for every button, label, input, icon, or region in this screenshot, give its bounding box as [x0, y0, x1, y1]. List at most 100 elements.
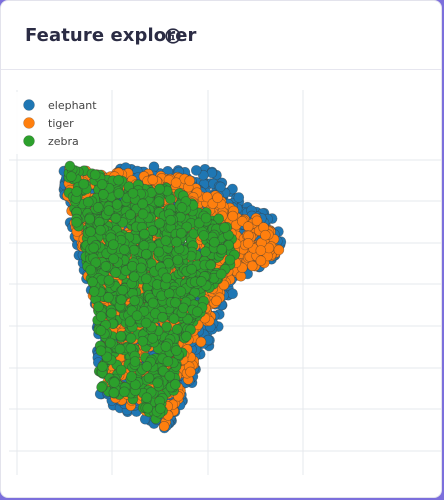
legend-label-zebra: zebra: [48, 135, 79, 148]
scatter-point-zebra: [111, 199, 123, 210]
scatter-point-tiger: [184, 175, 195, 187]
scatter-point-zebra: [109, 377, 120, 388]
scatter-point-zebra: [200, 212, 212, 224]
scatter-point-zebra: [219, 222, 230, 233]
scatter-point-zebra: [153, 246, 165, 258]
scatter-chart[interactable]: elephant tiger zebra: [1, 70, 442, 498]
scatter-point-zebra: [154, 218, 165, 229]
scatter-point-zebra: [157, 312, 168, 323]
scatter-point-zebra: [119, 386, 130, 398]
scatter-point-zebra: [93, 301, 104, 313]
scatter-point-zebra: [95, 325, 107, 336]
scatter-point-zebra: [137, 198, 148, 210]
scatter-point-zebra: [71, 186, 82, 197]
scatter-point-elephant: [227, 288, 238, 299]
scatter-point-zebra: [216, 244, 228, 255]
legend-label-elephant: elephant: [48, 99, 97, 112]
scatter-point-zebra: [141, 392, 153, 404]
scatter-point-zebra: [147, 297, 159, 309]
scatter-point-tiger: [255, 255, 267, 266]
scatter-point-zebra: [110, 212, 122, 224]
scatter-point-tiger: [260, 229, 271, 241]
scatter-point-zebra: [172, 254, 183, 266]
scatter-point-zebra: [160, 235, 172, 246]
scatter-point-tiger: [170, 177, 182, 188]
scatter-point-zebra: [95, 345, 107, 357]
scatter-point-zebra: [135, 262, 147, 274]
scatter-point-tiger: [242, 238, 254, 249]
scatter-point-zebra: [96, 381, 107, 393]
scatter-point-zebra: [116, 294, 127, 305]
scatter-point-tiger: [211, 295, 222, 307]
scatter-point-zebra: [103, 275, 115, 286]
scatter-point-tiger: [147, 174, 159, 186]
scatter-point-zebra: [129, 356, 141, 367]
scatter-point-zebra: [105, 337, 116, 349]
scatter-point-tiger: [247, 260, 258, 272]
legend: elephant tiger zebra: [13, 92, 105, 154]
scatter-point-zebra: [142, 402, 153, 414]
scatter-point-zebra: [161, 272, 172, 284]
scatter-point-zebra: [171, 345, 182, 356]
scatter-point-zebra: [175, 227, 187, 239]
scatter-point-tiger: [185, 366, 196, 378]
scatter-point-zebra: [100, 261, 112, 272]
scatter-point-zebra: [88, 286, 100, 297]
data-points: [58, 160, 287, 434]
scatter-point-zebra: [155, 403, 166, 414]
scatter-point-zebra: [84, 213, 95, 225]
legend-marker-elephant: [23, 99, 35, 111]
scatter-point-zebra: [108, 253, 119, 265]
scatter-point-zebra: [129, 295, 140, 306]
scatter-point-zebra: [160, 341, 172, 352]
scatter-point-elephant: [233, 192, 245, 203]
scatter-point-zebra: [175, 286, 187, 297]
scatter-point-zebra: [141, 273, 152, 285]
scatter-point-zebra: [98, 189, 109, 200]
scatter-point-zebra: [95, 224, 106, 236]
scatter-point-zebra: [154, 183, 165, 195]
legend-label-tiger: tiger: [48, 117, 74, 130]
scatter-point-zebra: [141, 361, 153, 372]
scatter-point-zebra: [125, 332, 137, 344]
scatter-point-zebra: [181, 331, 192, 342]
scatter-point-zebra: [152, 377, 163, 389]
card-header: Feature explorer: [1, 1, 441, 70]
scatter-point-zebra: [127, 188, 139, 199]
scatter-point-zebra: [209, 236, 220, 248]
scatter-point-zebra: [128, 271, 140, 282]
scatter-point-tiger: [227, 210, 239, 222]
scatter-point-zebra: [64, 160, 76, 172]
scatter-point-zebra: [113, 188, 125, 199]
scatter-point-zebra: [113, 174, 124, 186]
scatter-point-zebra: [89, 169, 101, 181]
scatter-point-zebra: [115, 330, 127, 342]
scatter-point-zebra: [103, 205, 115, 216]
scatter-point-zebra: [71, 217, 82, 228]
gridlines: [9, 90, 441, 475]
scatter-point-tiger: [242, 221, 254, 232]
scatter-point-zebra: [186, 263, 197, 275]
scatter-point-zebra: [131, 310, 143, 321]
scatter-point-zebra: [215, 268, 227, 280]
scatter-point-zebra: [92, 202, 104, 213]
scatter-point-zebra: [78, 178, 89, 190]
plot-area[interactable]: elephant tiger zebra: [1, 70, 442, 498]
scatter-point-tiger: [273, 244, 285, 256]
scatter-point-zebra: [153, 196, 165, 207]
scatter-point-zebra: [139, 228, 150, 240]
info-circle-icon[interactable]: [165, 28, 181, 44]
scatter-point-zebra: [117, 284, 128, 296]
scatter-point-zebra: [224, 254, 236, 266]
scatter-point-zebra: [162, 356, 174, 367]
scatter-point-zebra: [119, 244, 130, 255]
scatter-point-zebra: [115, 364, 127, 376]
scatter-point-zebra: [196, 276, 207, 287]
scatter-point-zebra: [165, 214, 176, 226]
scatter-point-zebra: [110, 267, 121, 278]
legend-marker-tiger: [23, 117, 35, 129]
scatter-point-zebra: [87, 276, 98, 288]
scatter-point-zebra: [198, 230, 210, 241]
scatter-point-zebra: [85, 226, 96, 237]
